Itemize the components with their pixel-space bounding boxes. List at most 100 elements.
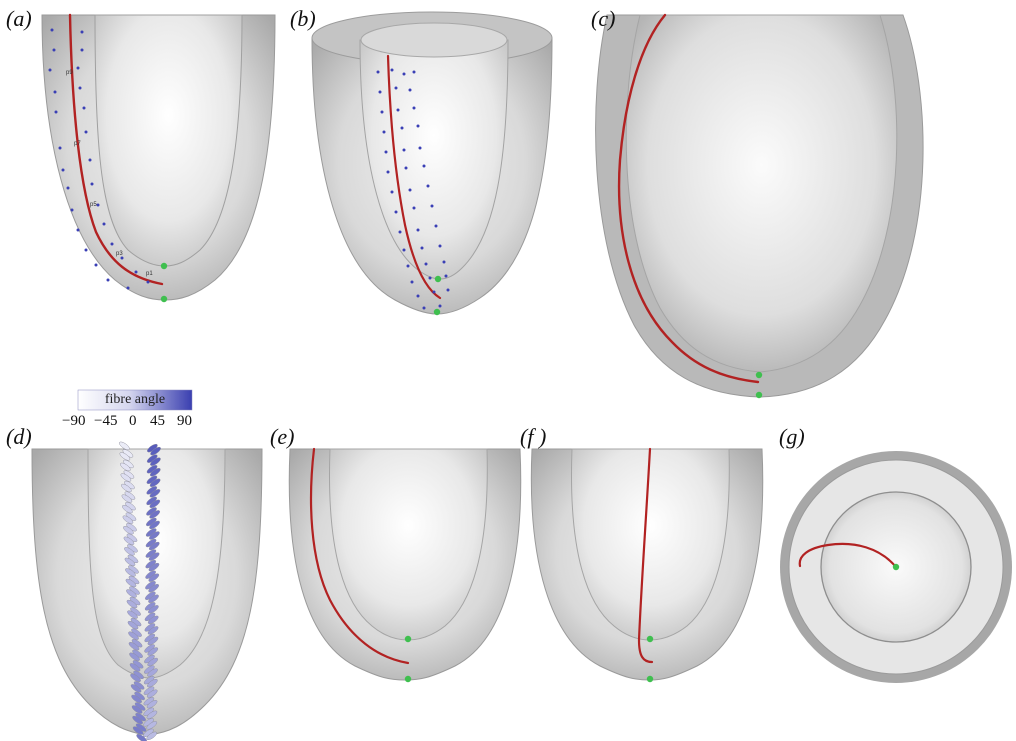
sample-point: [408, 88, 412, 92]
sample-point: [426, 184, 430, 188]
sample-point: [54, 110, 58, 114]
fibre-glyph: [124, 557, 136, 567]
fibre-glyph: [121, 483, 132, 493]
sample-point: [446, 288, 450, 292]
panel-c-apex-marker-outer: [755, 391, 763, 399]
fibre-glyph: [146, 700, 158, 709]
fibre-glyph: [119, 452, 131, 461]
panel-a-apex-marker-outer: [160, 295, 168, 303]
sample-point: [50, 28, 54, 32]
fibre-glyph: [132, 715, 143, 725]
fibre-glyph: [146, 731, 157, 741]
fibre-glyph: [129, 652, 140, 661]
fibre-glyph: [149, 510, 160, 519]
sample-point: [402, 148, 406, 152]
panel-b-heart: [311, 11, 553, 315]
sample-point: [52, 48, 56, 52]
sample-point: [61, 168, 65, 172]
sample-point: [384, 150, 388, 154]
panel-g-apex-marker: [892, 563, 900, 571]
panel-b-apex-marker-outer: [433, 308, 441, 316]
fibre-glyph: [147, 636, 159, 646]
sample-point: [394, 210, 398, 214]
fibre-glyph: [127, 620, 139, 630]
fibre-glyph: [149, 499, 161, 509]
sample-point: [134, 270, 138, 274]
fibre-glyph: [146, 710, 158, 719]
fibre-glyph: [147, 615, 159, 625]
panel-a-point-labels: p9 p7 p5 p3 p1: [66, 70, 153, 277]
colorbar-tick-minus45: −45: [94, 413, 118, 429]
sample-point: [390, 68, 394, 72]
panel-f-apex-marker-inner: [646, 635, 654, 643]
fibre-glyph: [148, 605, 159, 614]
sample-point: [404, 166, 408, 170]
fibre-glyph: [126, 599, 138, 609]
fibre-glyph: [123, 536, 135, 545]
sample-point: [422, 306, 426, 310]
colorbar-tick-45: 45: [150, 413, 165, 429]
fibre-glyph: [125, 578, 137, 588]
sample-point: [96, 203, 100, 207]
colorbar-title: fibre angle: [104, 392, 166, 407]
fibre-glyph: [124, 547, 135, 556]
sample-point: [438, 304, 442, 308]
fibre-glyph: [122, 504, 133, 514]
panel-label-g: (g): [779, 424, 805, 449]
sample-point: [428, 276, 432, 280]
sample-point: [110, 242, 114, 246]
panel-e-fibre-curve: [309, 447, 410, 665]
sample-point: [76, 228, 80, 232]
panel-g-fibre-curve: [798, 542, 898, 569]
sample-point: [422, 164, 426, 168]
fibre-glyph: [146, 721, 158, 730]
fibre-glyph: [149, 489, 161, 498]
fibre-glyph: [148, 562, 160, 572]
sample-point: [424, 262, 428, 266]
panel-c-heart: [595, 13, 924, 398]
colorbar-tick-0: 0: [129, 413, 137, 429]
sample-point: [76, 66, 80, 70]
panel-e-apex-marker-inner: [404, 635, 412, 643]
fibre-glyph: [149, 520, 160, 530]
panel-label-a: (a): [6, 6, 32, 31]
sample-point: [82, 106, 86, 110]
sample-point: [406, 264, 410, 268]
fibre-glyph: [129, 663, 141, 672]
sample-point: [434, 224, 438, 228]
point-label-p9: p9: [66, 70, 73, 76]
fibre-glyph: [126, 589, 137, 598]
sample-point: [80, 30, 84, 34]
sample-point: [394, 86, 398, 90]
panel-c-fibre-curve: [617, 13, 760, 384]
sample-point: [412, 70, 416, 74]
panel-b-apex-marker-inner: [434, 275, 442, 283]
fibre-glyph: [132, 726, 144, 735]
sample-point: [400, 126, 404, 130]
sample-point: [94, 263, 98, 267]
fibre-glyph: [125, 568, 136, 577]
panel-a-fibre-curve: [68, 13, 164, 286]
panel-e-apex-marker-outer: [404, 675, 412, 683]
sample-point: [378, 90, 382, 94]
fibre-glyph: [128, 642, 140, 651]
fibre-glyph: [147, 668, 158, 677]
fibre-glyph: [131, 705, 143, 714]
fibre-glyph: [136, 733, 147, 741]
sample-point: [416, 124, 420, 128]
fibre-glyph: [150, 457, 161, 466]
fibre-glyph: [130, 673, 141, 683]
sample-point: [402, 72, 406, 76]
sample-point: [438, 244, 442, 248]
colorbar-tick-minus90: −90: [62, 413, 86, 429]
fibre-glyph: [147, 647, 159, 656]
panel-d-fibre-glyphs: [119, 441, 161, 741]
panel-f-apex-marker-outer: [646, 675, 654, 683]
fibre-glyph: [149, 531, 160, 540]
sample-point: [416, 294, 420, 298]
panel-label-c: (c): [591, 6, 616, 31]
fibre-glyph: [122, 515, 134, 524]
fibre-glyph: [146, 689, 158, 698]
sample-point: [126, 286, 130, 290]
